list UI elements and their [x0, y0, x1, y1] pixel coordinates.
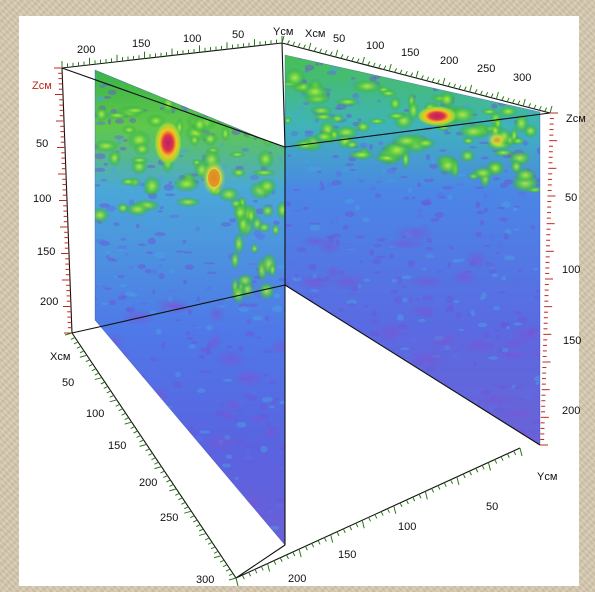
- bottom-x-axis-title: Xсм: [50, 351, 70, 363]
- top-x-axis-title: Xсм: [305, 28, 325, 40]
- top-y-tick: 50: [232, 29, 244, 41]
- top-y-tick: 100: [183, 33, 201, 45]
- top-y-axis: 200 150 100 50 Yсм: [77, 26, 293, 56]
- top-x-tick: 50: [333, 33, 345, 45]
- bottom-y-tick: 100: [398, 521, 416, 533]
- top-x-tick: 300: [513, 72, 531, 84]
- right-z-tick: 100: [562, 264, 580, 276]
- left-z-axis-title: Zсм: [32, 80, 52, 92]
- bottom-y-axis-title: Yсм: [537, 471, 557, 483]
- bottom-x-tick: 100: [86, 408, 104, 420]
- bottom-x-tick: 250: [160, 512, 178, 524]
- left-radargram-slice: [94, 69, 286, 546]
- left-z-tick: 150: [37, 246, 55, 258]
- left-z-tick: 200: [40, 296, 58, 308]
- top-x-tick: 150: [401, 47, 419, 59]
- left-z-axis: Zсм 50 100 150 200: [32, 80, 58, 308]
- bottom-x-axis: Xсм 50 100 150 200 250 300: [50, 351, 214, 586]
- bottom-x-tick: 50: [62, 377, 74, 389]
- top-y-tick: 150: [132, 38, 150, 50]
- top-x-tick: 250: [477, 63, 495, 75]
- bottom-y-tick: 200: [288, 573, 306, 585]
- top-y-axis-title: Yсм: [273, 26, 293, 38]
- bottom-x-tick: 300: [196, 574, 214, 586]
- top-x-tick: 100: [366, 40, 384, 52]
- right-z-tick: 50: [565, 192, 577, 204]
- bottom-y-tick: 150: [338, 549, 356, 561]
- left-z-tick: 50: [36, 138, 48, 150]
- top-x-tick: 200: [440, 55, 458, 67]
- right-z-axis: Zсм 50 100 150 200: [562, 113, 586, 417]
- bottom-y-tick: 50: [486, 501, 498, 513]
- right-z-tick: 200: [562, 405, 580, 417]
- bottom-x-tick: 150: [108, 440, 126, 452]
- right-z-axis-title: Zсм: [566, 113, 586, 125]
- top-x-axis: Xсм 50 100 150 200 250 300: [305, 28, 531, 84]
- top-y-tick: 200: [77, 44, 95, 56]
- bottom-x-tick: 200: [139, 477, 157, 489]
- axis-ticks: [54, 35, 558, 587]
- right-radargram-slice: [284, 54, 541, 446]
- right-z-tick: 150: [563, 335, 581, 347]
- bottom-y-axis: Yсм 50 100 150 200: [288, 471, 557, 585]
- left-z-tick: 100: [33, 193, 51, 205]
